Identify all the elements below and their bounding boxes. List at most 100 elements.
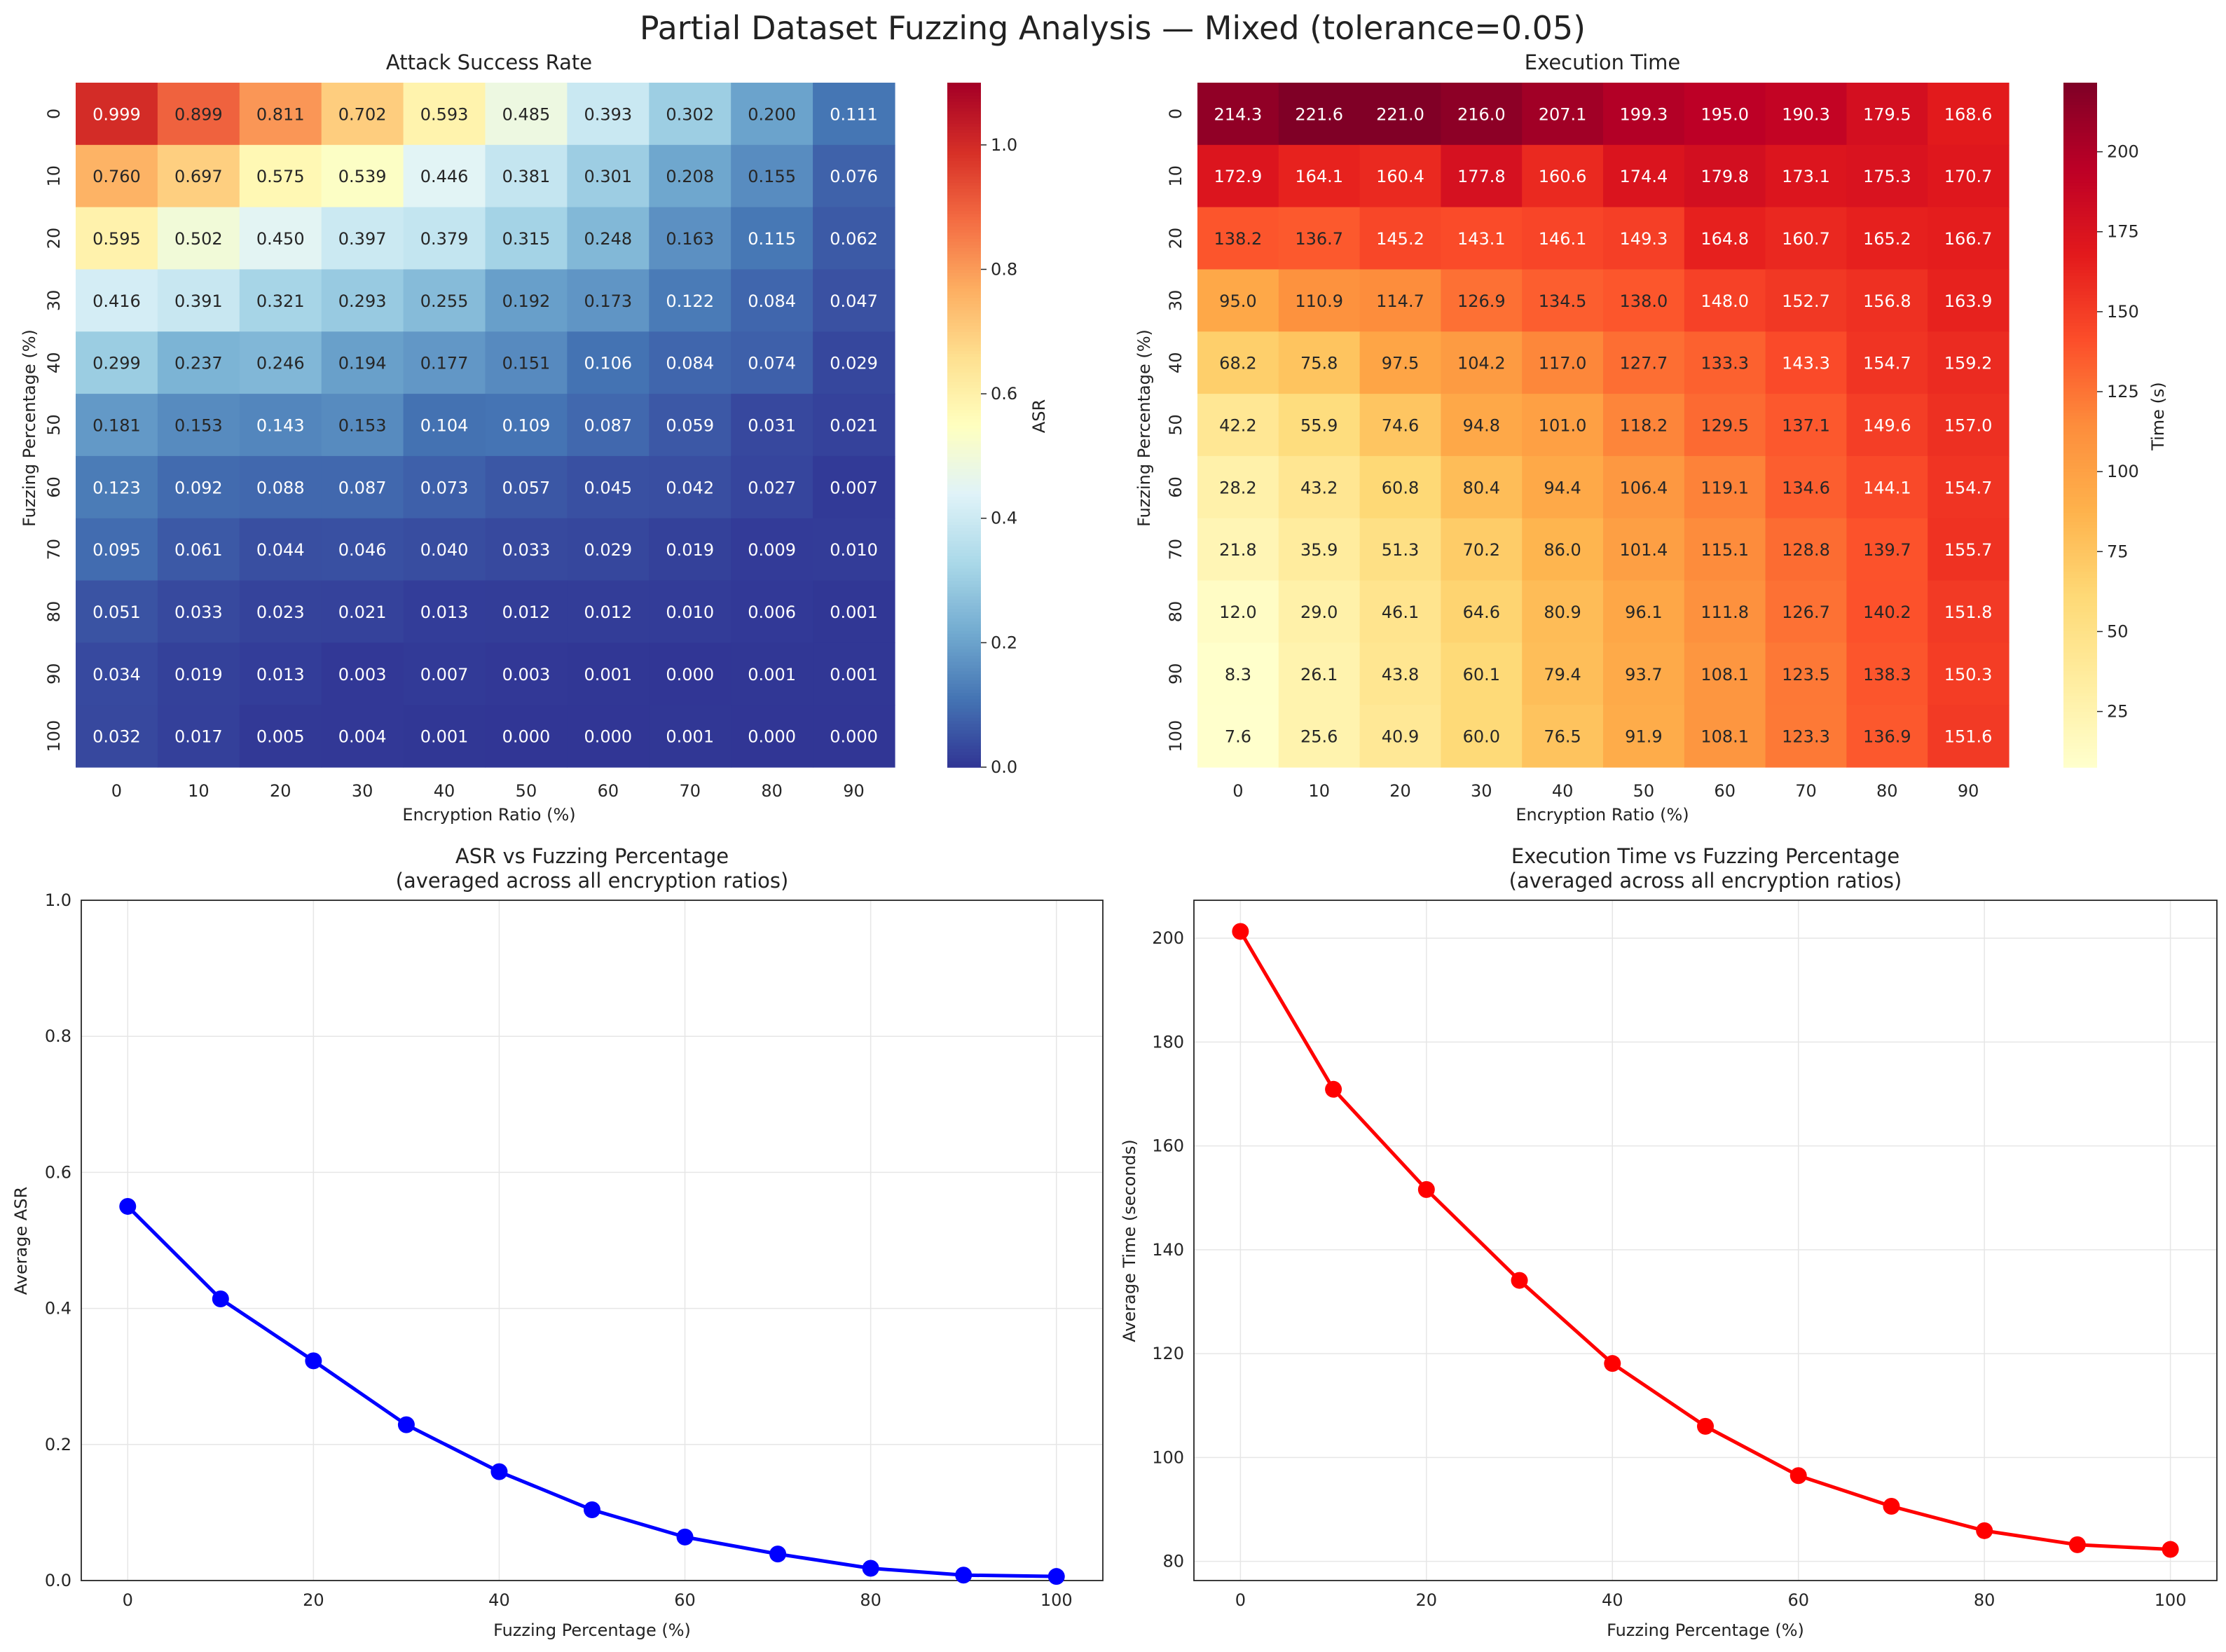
heatmap-cell: [1522, 705, 1604, 768]
heatmap-cell-label: 0.000: [666, 665, 714, 684]
data-point: [676, 1528, 694, 1546]
colorbar-tick-label: 50: [2107, 621, 2129, 641]
heatmap-cell-label: 0.302: [666, 104, 714, 124]
heatmap-cell: [1684, 705, 1766, 768]
colorbar-segment: [2063, 642, 2097, 647]
heatmap-cell: [649, 269, 731, 332]
heatmap-cell-label: 0.029: [584, 540, 632, 560]
colorbar-segment: [947, 269, 981, 273]
heatmap-cell: [813, 455, 895, 519]
heatmap-cell: [403, 331, 486, 394]
heatmap-cell-label: 140.2: [1863, 603, 1911, 622]
colorbar-segment: [2063, 593, 2097, 597]
heatmap-cell-label: 151.8: [1944, 603, 1993, 622]
heatmap-cell: [1359, 705, 1441, 768]
x-tick-label: 40: [1602, 1590, 1623, 1610]
heatmap-cell-label: 0.031: [748, 416, 796, 436]
heatmap-cell-label: 138.2: [1214, 229, 1263, 249]
heatmap-cell: [403, 83, 486, 146]
colorbar-segment: [2063, 176, 2097, 180]
colorbar-segment: [947, 599, 981, 603]
colorbar-segment: [947, 546, 981, 550]
colorbar-tick-label: 150: [2107, 302, 2139, 322]
colorbar-segment: [947, 179, 981, 183]
heatmap-cell: [731, 144, 813, 208]
heatmap-cell: [731, 394, 813, 457]
colorbar-segment: [2063, 378, 2097, 383]
colorbar-segment: [2063, 745, 2097, 750]
heatmap-cell: [1441, 455, 1523, 519]
colorbar-segment: [2063, 403, 2097, 407]
colorbar-segment: [2063, 266, 2097, 270]
heatmap-cell: [1278, 580, 1361, 643]
colorbar-segment: [2063, 300, 2097, 305]
colorbar-segment: [947, 748, 981, 752]
colorbar-segment: [947, 160, 981, 165]
colorbar-segment: [2063, 561, 2097, 566]
colorbar-segment: [947, 611, 981, 616]
y-tick-label: 1.0: [45, 890, 71, 910]
heatmap-cell-label: 163.9: [1944, 291, 1993, 311]
heatmap-cell: [76, 455, 158, 519]
heatmap-cell-label: 0.042: [666, 478, 714, 497]
colorbar-segment: [2063, 198, 2097, 202]
heatmap-cell-label: 165.2: [1863, 229, 1911, 249]
colorbar-segment: [947, 284, 981, 289]
heatmap-cell: [1928, 83, 2009, 146]
colorbar-segment: [2063, 577, 2097, 581]
heatmap-cell-label: 0.999: [92, 104, 141, 124]
colorbar-segment: [2063, 254, 2097, 258]
colorbar-segment: [947, 182, 981, 186]
heatmap-cell: [1441, 269, 1523, 332]
colorbar-segment: [947, 170, 981, 174]
colorbar-segment: [947, 403, 981, 407]
heatmap-cell: [239, 705, 322, 768]
heatmap-cell: [157, 144, 240, 208]
colorbar-segment: [947, 577, 981, 581]
colorbar-segment: [947, 306, 981, 310]
colorbar-segment: [947, 331, 981, 336]
y-tick-label: 0: [44, 109, 64, 119]
colorbar-segment: [2063, 589, 2097, 594]
colorbar-segment: [2063, 645, 2097, 650]
colorbar-segment: [2063, 148, 2097, 152]
colorbar-segment: [947, 275, 981, 280]
heatmap-cell: [731, 331, 813, 394]
colorbar-segment: [2063, 471, 2097, 476]
colorbar-segment: [2063, 204, 2097, 208]
heatmap-cell-label: 101.0: [1539, 416, 1587, 436]
heatmap-cell-label: 0.502: [174, 229, 223, 249]
heatmap-cell: [731, 207, 813, 270]
colorbar-tick-label: 100: [2107, 462, 2139, 481]
colorbar-segment: [947, 397, 981, 401]
heatmap-cell-label: 0.033: [502, 540, 551, 560]
colorbar-segment: [947, 727, 981, 731]
heatmap-cell: [1359, 331, 1441, 394]
colorbar-segment: [2063, 518, 2097, 522]
colorbar-segment: [947, 571, 981, 575]
colorbar-segment: [947, 390, 981, 394]
colorbar-segment: [2063, 399, 2097, 404]
colorbar-segment: [947, 138, 981, 143]
heatmap-cell-label: 0.194: [338, 354, 387, 373]
colorbar-segment: [2063, 182, 2097, 186]
colorbar-segment: [947, 425, 981, 429]
colorbar-segment: [947, 757, 981, 762]
colorbar-segment: [2063, 353, 2097, 357]
heatmap-cell: [1278, 207, 1361, 270]
heatmap-cell: [1765, 705, 1847, 768]
colorbar-segment: [2063, 427, 2097, 432]
heatmap-cell: [567, 144, 650, 208]
colorbar-segment: [947, 394, 981, 398]
colorbar-segment: [2063, 284, 2097, 289]
colorbar-segment: [2063, 381, 2097, 385]
heatmap-cell-label: 0.009: [748, 540, 796, 560]
colorbar-segment: [947, 443, 981, 448]
y-tick-label: 10: [1166, 165, 1186, 187]
colorbar-segment: [2063, 708, 2097, 712]
y-tick-label: 140: [1152, 1240, 1184, 1260]
colorbar-segment: [2063, 552, 2097, 556]
heatmap-cell: [157, 83, 240, 146]
colorbar-segment: [2063, 670, 2097, 675]
heatmap-cell-label: 95.0: [1219, 291, 1256, 311]
